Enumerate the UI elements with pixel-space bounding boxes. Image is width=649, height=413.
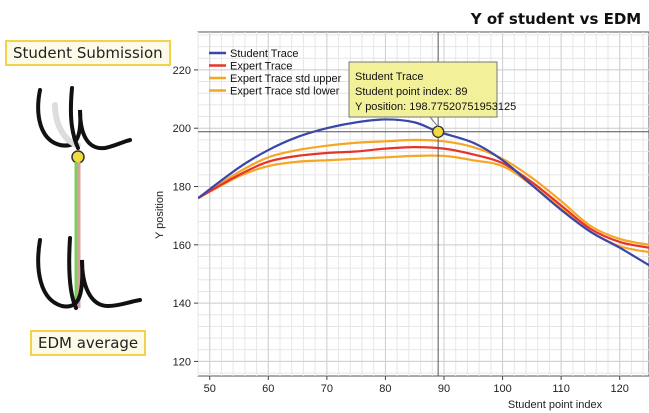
edm-handwriting-stroke-2	[67, 236, 78, 310]
student-handwriting-stroke	[36, 88, 132, 151]
handwriting-preview	[36, 86, 142, 310]
y-axis-label: Y position	[154, 191, 166, 239]
series-line-0	[198, 118, 649, 267]
student-submission-label: Student Submission	[5, 40, 171, 66]
crosshair-marker	[431, 125, 445, 138]
legend-entry: Expert Trace std upper	[230, 73, 342, 85]
y-tick-label: 140	[173, 298, 191, 310]
tooltip-line2: Student point index: 89	[355, 86, 468, 98]
legend-entry: Expert Trace	[230, 61, 292, 73]
tooltip-line3: Y position: 198.77520751953125	[355, 101, 516, 113]
x-tick-label: 60	[262, 383, 274, 395]
legend-entry: Expert Trace std lower	[230, 86, 340, 98]
y-tick-label: 200	[173, 123, 191, 135]
edm-average-label: EDM average	[30, 330, 147, 356]
tooltip-line1: Student Trace	[355, 71, 424, 83]
x-tick-label: 70	[321, 383, 333, 395]
series-line-1	[198, 146, 649, 249]
chart-title: Y of student vs EDM	[470, 10, 641, 28]
student-handwriting-stroke-2	[68, 86, 80, 150]
x-tick-label: 100	[493, 383, 511, 395]
series-layer	[198, 118, 649, 267]
edm-handwriting-stroke	[36, 238, 142, 309]
series-line-2	[198, 138, 649, 246]
y-tick-label: 180	[173, 182, 191, 194]
x-tick-label: 80	[379, 383, 391, 395]
y-tick-label: 120	[173, 356, 191, 368]
x-tick-label: 90	[438, 383, 450, 395]
tooltip-box	[348, 61, 498, 118]
x-axis-label: Student point index	[508, 399, 603, 411]
tooltip-pointer	[429, 116, 439, 128]
legend-entry: Student Trace	[230, 48, 299, 60]
x-tick-label: 110	[552, 383, 570, 395]
tooltip: Student Trace Student point index: 89 Y po…	[348, 61, 516, 128]
y-tick-label: 160	[173, 240, 191, 252]
x-tick-label: 50	[204, 383, 216, 395]
y-tick-label: 220	[173, 65, 191, 77]
x-tick-label: 120	[611, 383, 629, 395]
axis-layer: 50 60 70 80 90 100 110 120 120 140 160 180 200 220	[173, 65, 629, 395]
